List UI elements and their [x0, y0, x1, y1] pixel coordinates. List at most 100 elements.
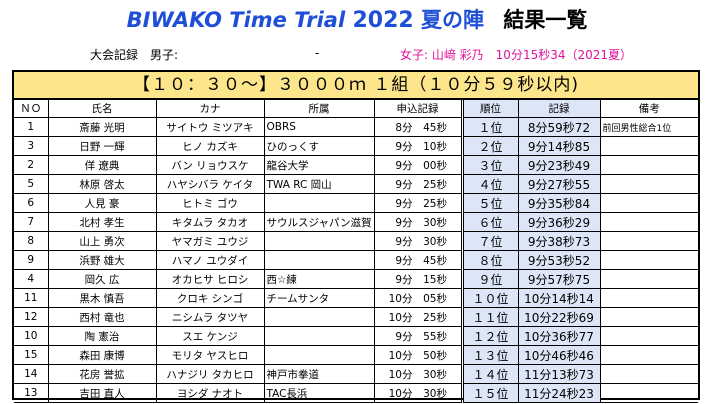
- entry-min-unit: 分: [402, 311, 413, 324]
- entry-seconds: 15: [423, 273, 437, 286]
- cell-name: 西村 竜也: [47, 307, 157, 327]
- entry-seconds: 30: [423, 387, 437, 400]
- entry-sec-unit: 秒: [436, 330, 448, 343]
- cell-rank: １３位: [460, 345, 519, 365]
- entry-sec-unit: 秒: [436, 159, 448, 172]
- cell-kana: ハナジリ タカヒロ: [155, 364, 265, 384]
- cell-rank: ３位: [460, 155, 519, 175]
- col-kana: カナ: [155, 100, 265, 118]
- cell-kana: ハヤシバラ ケイタ: [155, 174, 265, 194]
- cell-note: 前回男性総合1位: [599, 117, 698, 137]
- entry-sec-unit: 秒: [436, 121, 448, 134]
- entry-seconds: 25: [423, 197, 437, 210]
- cell-kana: クロキ シンゴ: [155, 288, 265, 308]
- results-table: ＮＯ 氏名 カナ 所属 申込記録 順位 記録 備考 1 斎藤 光明 サイトウ ミツア…: [14, 100, 698, 403]
- entry-minutes: 9: [395, 273, 402, 286]
- entry-sec-unit: 秒: [436, 235, 448, 248]
- cell-kana: ヒトミ ゴウ: [155, 193, 265, 213]
- table-row: 13 吉田 直人 ヨシダ ナオト TAC長浜 10分 30秒 １５位 11分24秒23: [14, 383, 698, 403]
- entry-min-unit: 分: [402, 140, 413, 153]
- col-team: 所属: [263, 100, 375, 118]
- table-row: 3 日野 一輝 ヒノ カズキ ひのっくす 9分 10秒 ２位 9分14秒85: [14, 136, 698, 156]
- entry-seconds: 50: [423, 349, 437, 362]
- cell-note: [599, 155, 698, 175]
- entry-seconds: 55: [423, 330, 437, 343]
- entry-min-unit: 分: [402, 178, 413, 191]
- entry-seconds: 00: [423, 159, 437, 172]
- entry-minutes: 9: [395, 159, 402, 172]
- cell-team: [263, 193, 375, 213]
- cell-team: OBRS: [263, 117, 375, 137]
- cell-entry: 9分 25秒: [373, 174, 463, 194]
- table-row: 8 山上 勇次 ヤマガミ ユウジ 9分 30秒 ７位 9分38秒73: [14, 231, 698, 251]
- entry-sec-unit: 秒: [436, 368, 448, 381]
- table-header-row: ＮＯ 氏名 カナ 所属 申込記録 順位 記録 備考: [14, 100, 698, 118]
- cell-no: 8: [14, 231, 49, 251]
- entry-seconds: 45: [423, 121, 437, 134]
- cell-note: [599, 250, 698, 270]
- entry-seconds: 25: [423, 178, 437, 191]
- cell-entry: 10分 30秒: [373, 383, 463, 403]
- cell-kana: オカヒサ ヒロシ: [155, 269, 265, 289]
- heat-title: 【１０：３０～】３０００ｍ １組（１０分５９秒以内): [14, 72, 698, 100]
- entry-min-unit: 分: [402, 349, 413, 362]
- cell-team: ひのっくす: [263, 136, 375, 156]
- cell-entry: 9分 00秒: [373, 155, 463, 175]
- cell-rank: ９位: [460, 269, 519, 289]
- cell-rank: ７位: [460, 231, 519, 251]
- cell-kana: モリタ ヤスヒロ: [155, 345, 265, 365]
- cell-name: 陶 憲治: [47, 326, 157, 346]
- cell-team: 西☆練: [263, 269, 375, 289]
- entry-min-unit: 分: [402, 254, 413, 267]
- cell-note: [599, 364, 698, 384]
- cell-rank: １０位: [460, 288, 519, 308]
- table-row: 9 浜野 雄大 ハマノ ユウダイ 9分 45秒 ８位 9分53秒52: [14, 250, 698, 270]
- entry-seconds: 30: [423, 216, 437, 229]
- cell-team: 神戸市拳道: [263, 364, 375, 384]
- entry-seconds: 25: [423, 311, 437, 324]
- cell-entry: 10分 50秒: [373, 345, 463, 365]
- cell-no: 6: [14, 193, 49, 213]
- cell-entry: 9分 55秒: [373, 326, 463, 346]
- cell-entry: 9分 10秒: [373, 136, 463, 156]
- cell-name: 斎藤 光明: [47, 117, 157, 137]
- entry-min-unit: 分: [402, 121, 413, 134]
- col-note: 備考: [599, 100, 698, 118]
- cell-rank: ６位: [460, 212, 519, 232]
- cell-record: 9分36秒29: [517, 212, 601, 232]
- cell-note: [599, 174, 698, 194]
- cell-no: 7: [14, 212, 49, 232]
- table-row: 6 人見 豪ヒトミ ゴウ 9分 25秒 ５位 9分35秒84: [14, 193, 698, 213]
- cell-no: 13: [14, 383, 49, 403]
- cell-kana: サイトウ ミツアキ: [155, 117, 265, 137]
- cell-name: 岡久 広: [47, 269, 157, 289]
- col-rank: 順位: [460, 100, 519, 118]
- cell-team: チームサンタ: [263, 288, 375, 308]
- cell-rank: １１位: [460, 307, 519, 327]
- entry-seconds: 45: [423, 254, 437, 267]
- table-row: 5 林原 啓太 ハヤシバラ ケイタ TWA RC 岡山 9分 25秒 ４位 9分27秒55: [14, 174, 698, 194]
- cell-record: 9分53秒52: [517, 250, 601, 270]
- cell-no: 15: [14, 345, 49, 365]
- entry-min-unit: 分: [402, 235, 413, 248]
- entry-min-unit: 分: [402, 197, 413, 210]
- entry-min-unit: 分: [402, 387, 413, 400]
- page-title: BIWAKO Time Trial 2022 夏の陣 結果一覧: [0, 4, 714, 34]
- cell-record: 11分24秒23: [517, 383, 601, 403]
- col-record: 記録: [517, 100, 601, 118]
- entry-sec-unit: 秒: [436, 140, 448, 153]
- cell-kana: ヒノ カズキ: [155, 136, 265, 156]
- cell-team: [263, 250, 375, 270]
- cell-note: [599, 383, 698, 403]
- entry-min-unit: 分: [402, 273, 413, 286]
- cell-team: [263, 307, 375, 327]
- cell-no: 2: [14, 155, 49, 175]
- entry-minutes: 10: [388, 368, 402, 381]
- cell-entry: 10分 30秒: [373, 364, 463, 384]
- cell-rank: ８位: [460, 250, 519, 270]
- cell-kana: ヤマガミ ユウジ: [155, 231, 265, 251]
- cell-record: 9分23秒49: [517, 155, 601, 175]
- title-season: 夏の陣: [421, 8, 485, 32]
- cell-note: [599, 193, 698, 213]
